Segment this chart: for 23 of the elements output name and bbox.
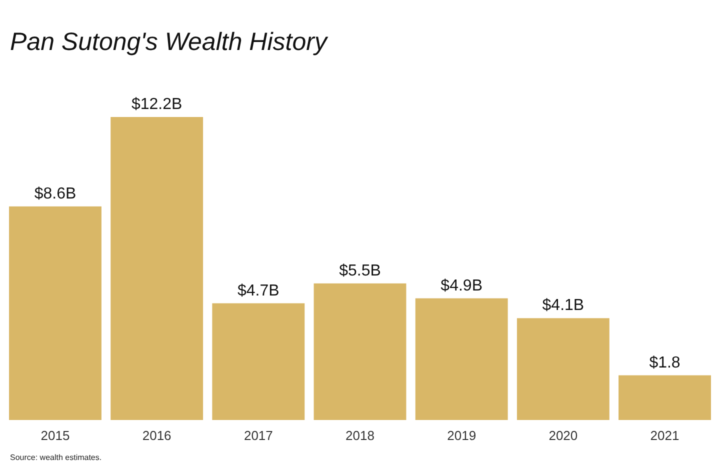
bar [516, 318, 610, 420]
bar [618, 375, 711, 420]
data-label: $12.2B [131, 96, 182, 113]
data-label: $4.1B [542, 297, 584, 314]
source-note: Source: wealth estimates. [10, 453, 102, 462]
x-tick-label: 2019 [447, 428, 476, 443]
bar [110, 117, 204, 420]
chart-title: Pan Sutong's Wealth History [10, 28, 328, 56]
data-label: $4.9B [440, 277, 482, 294]
x-tick-label: 2020 [548, 428, 578, 443]
data-label: $4.7B [238, 282, 280, 300]
bar [314, 283, 406, 420]
data-label: $5.5B [339, 262, 381, 280]
data-label: $1.8 [649, 354, 680, 372]
data-label: $8.6B [34, 185, 76, 202]
bar [415, 298, 508, 420]
x-tick-label: 2021 [650, 428, 680, 443]
x-tick-label: 2015 [40, 428, 70, 443]
bar [9, 206, 102, 420]
x-tick-label: 2018 [346, 428, 374, 443]
x-tick-label: 2017 [244, 428, 273, 443]
bar [212, 303, 305, 420]
x-tick-label: 2016 [142, 428, 172, 443]
